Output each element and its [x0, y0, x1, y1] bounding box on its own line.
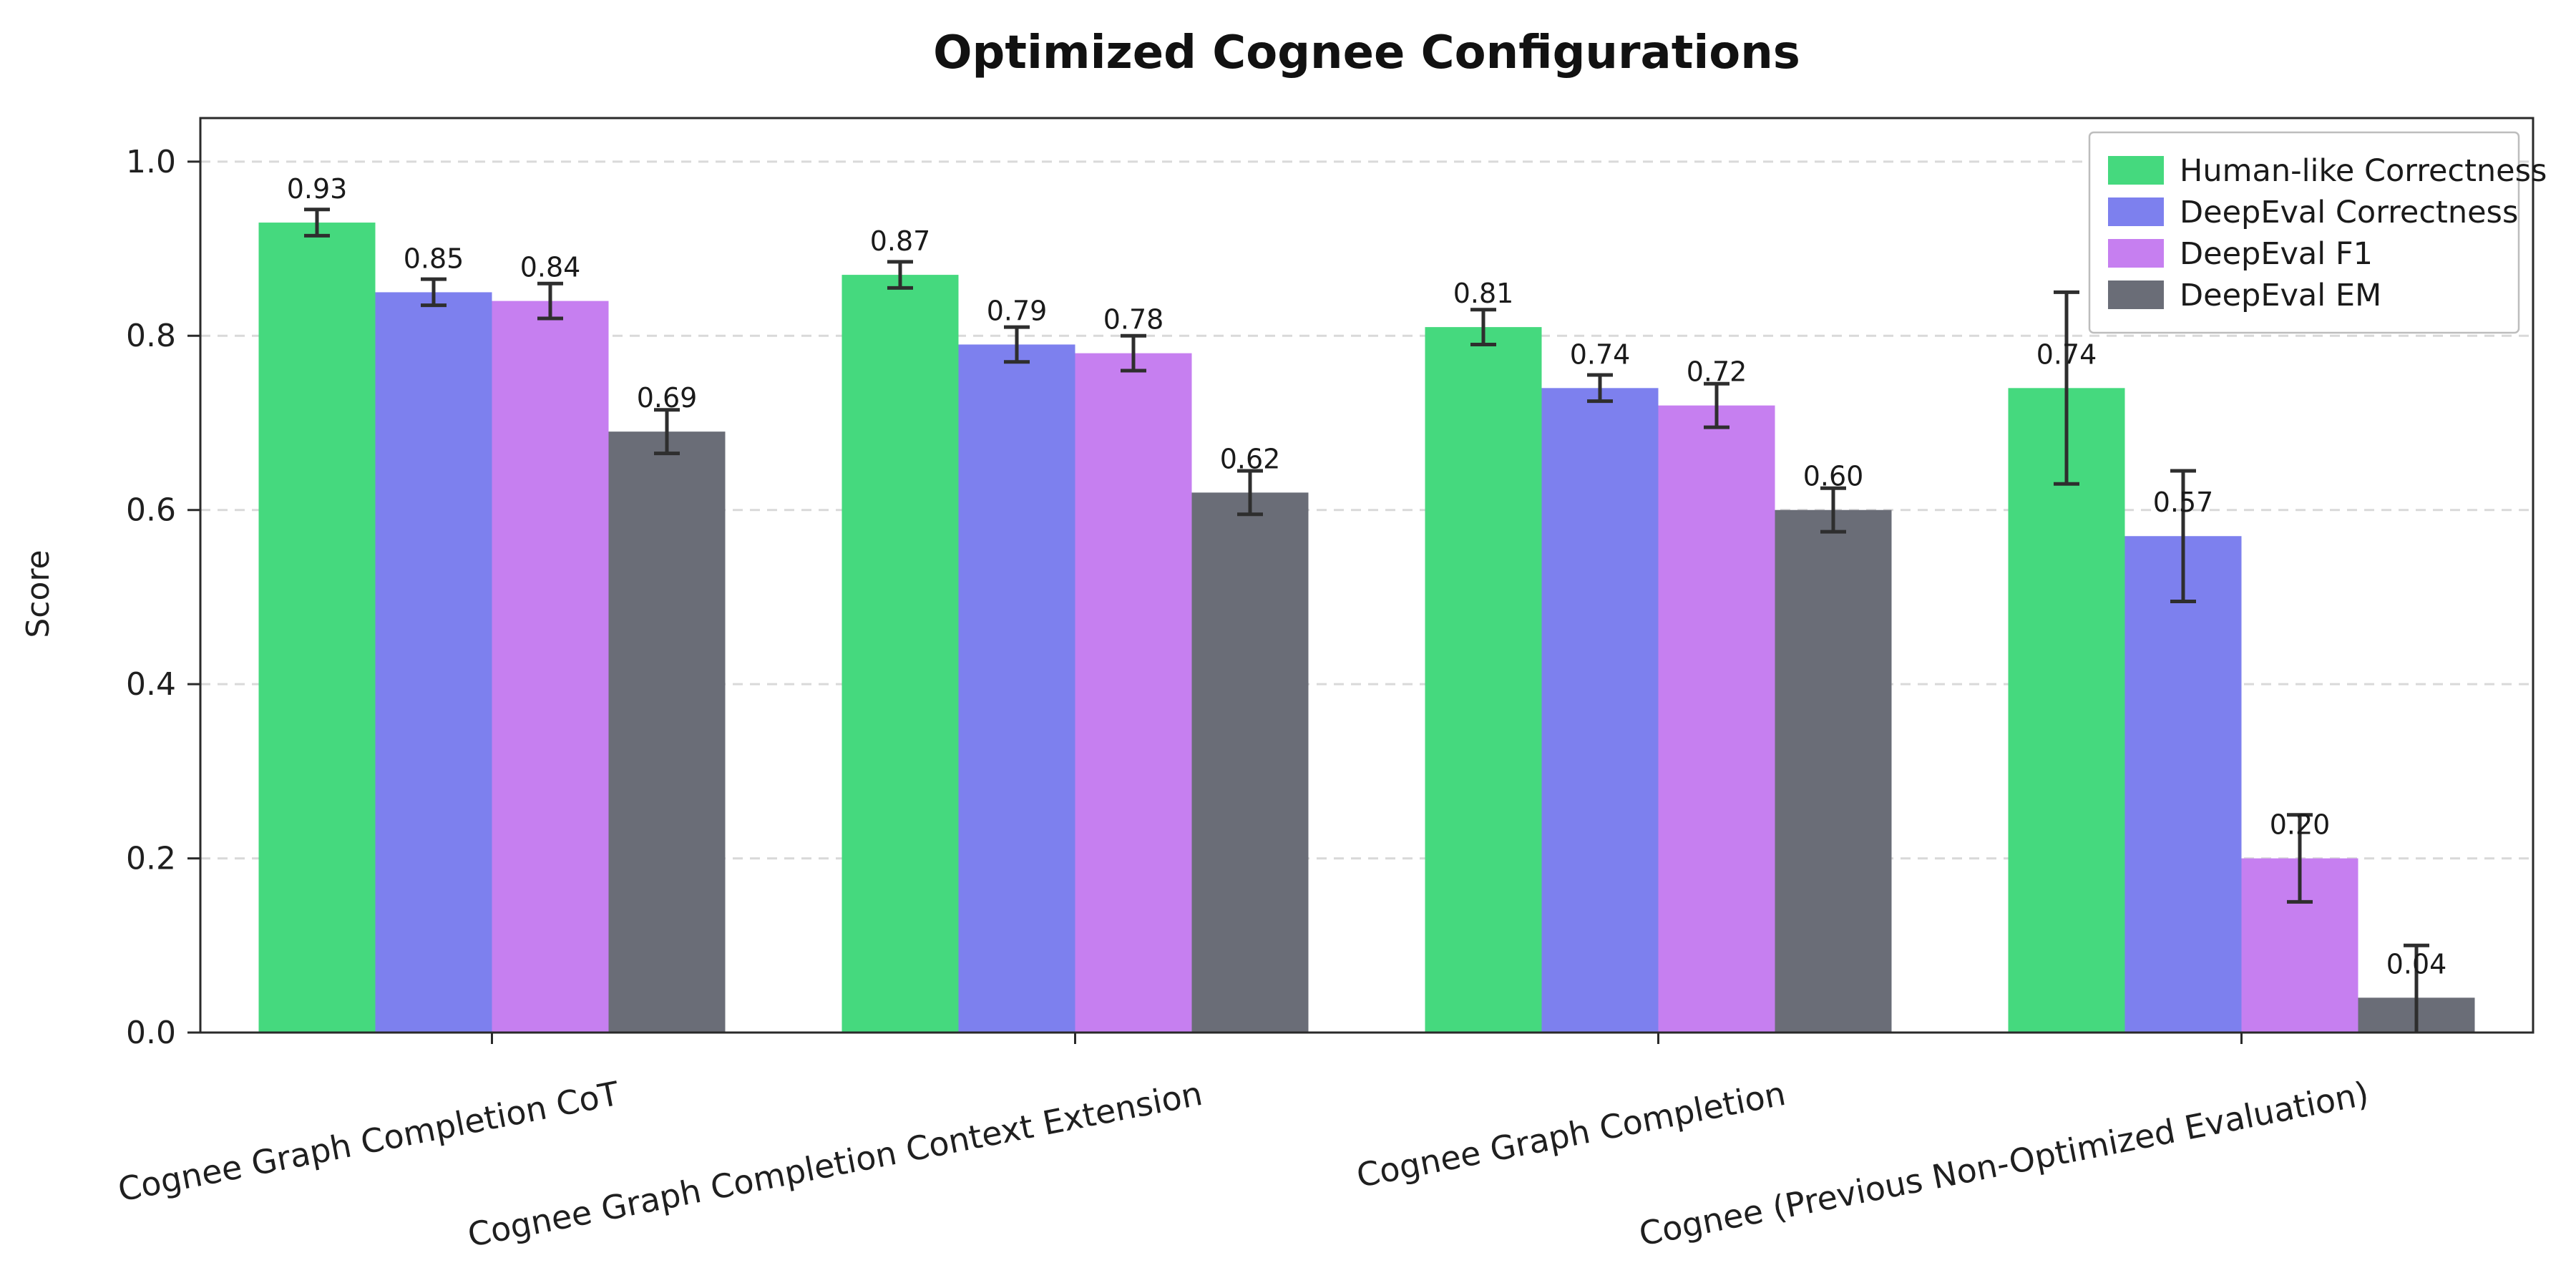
legend-label: Human-like Correctness	[2180, 153, 2547, 189]
legend-swatch	[2108, 280, 2164, 309]
bar-value-label: 0.85	[404, 243, 464, 274]
bar-value-label: 0.74	[2036, 338, 2097, 370]
bar	[1075, 353, 1192, 1033]
legend-swatch	[2108, 197, 2164, 226]
bar-value-label: 0.84	[520, 252, 581, 283]
bar-value-label: 0.69	[637, 382, 698, 414]
bar	[2124, 536, 2242, 1033]
plot-frame	[199, 117, 2534, 1034]
chart-title: Optimized Cognee Configurations	[933, 26, 1800, 79]
y-tick-label: 0.2	[126, 841, 176, 877]
plot-area: 0.93 0.87 0.81 0.74 0.85 0.79 0.74 0.57 0.84 0.78…	[114, 117, 2547, 1254]
bar-value-label: 0.60	[1803, 461, 1864, 492]
legend-label: DeepEval Correctness	[2180, 195, 2518, 230]
y-tick-label: 0.4	[126, 666, 176, 703]
y-tick-label: 0.0	[126, 1015, 176, 1051]
bar-value-label: 0.74	[1570, 338, 1631, 370]
bar-value-label: 0.20	[2270, 809, 2331, 841]
bar-value-label: 0.87	[870, 225, 931, 257]
legend-label: DeepEval F1	[2180, 236, 2373, 272]
x-tick-label: Cognee Graph Completion CoT	[114, 1074, 623, 1209]
bar	[375, 292, 492, 1033]
legend-label: DeepEval EM	[2180, 278, 2381, 313]
bar	[1541, 388, 1659, 1033]
bar	[258, 223, 376, 1033]
legend-swatch	[2108, 239, 2164, 268]
legend-swatch	[2108, 156, 2164, 185]
bar	[1658, 405, 1775, 1033]
bar-value-label: 0.79	[987, 295, 1048, 326]
bar-value-label: 0.04	[2386, 948, 2447, 980]
x-tick-label: Cognee Graph Completion	[1353, 1074, 1788, 1195]
bar	[608, 431, 726, 1033]
bar-value-label: 0.78	[1103, 304, 1164, 336]
bar-value-label: 0.81	[1453, 278, 1514, 309]
bar-value-label: 0.72	[1687, 356, 1747, 388]
bar	[1425, 327, 1542, 1033]
y-tick-label: 1.0	[126, 144, 176, 180]
bar	[492, 301, 609, 1033]
y-axis-label: Score	[20, 550, 57, 638]
y-tick-label: 0.8	[126, 318, 176, 354]
bar-value-label: 0.62	[1220, 443, 1281, 474]
legend	[2088, 131, 2520, 334]
bar	[1775, 509, 1892, 1033]
bar	[1191, 492, 1309, 1033]
bar	[958, 344, 1075, 1033]
bar-value-label: 0.93	[287, 173, 348, 205]
bar	[2008, 388, 2125, 1033]
y-tick-label: 0.6	[126, 492, 176, 529]
bar-value-label: 0.57	[2153, 487, 2214, 518]
bar	[841, 275, 959, 1033]
